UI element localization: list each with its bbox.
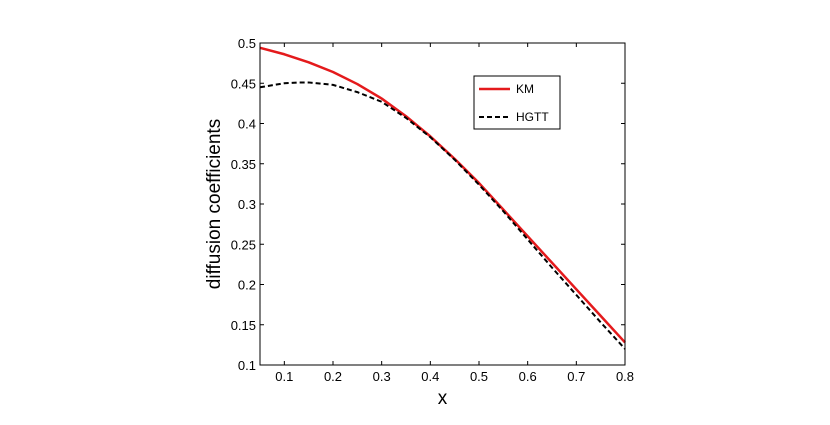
x-tick-label: 0.5 (470, 369, 488, 384)
y-tick-label: 0.4 (238, 117, 256, 132)
x-tick-label: 0.1 (275, 369, 293, 384)
y-tick-label: 0.35 (231, 157, 256, 172)
y-axis-title: diffusion coefficients (204, 119, 225, 289)
legend-label-hgtt: HGTT (516, 110, 549, 124)
x-tick-label: 0.2 (324, 369, 342, 384)
series-line-hgtt (259, 81, 626, 350)
x-ticks: 0.1 0.2 0.3 0.4 0.5 0.6 0.7 0.8 (275, 43, 634, 384)
y-ticks: 0.1 0.15 0.2 0.25 0.3 0.35 0.4 0.45 0.5 (231, 36, 625, 373)
x-tick-label: 0.7 (567, 369, 585, 384)
y-tick-label: 0.2 (238, 278, 256, 293)
legend-label-km: KM (516, 82, 534, 96)
y-tick-label: 0.3 (238, 197, 256, 212)
x-tick-label: 0.8 (616, 369, 634, 384)
y-tick-label: 0.15 (231, 318, 256, 333)
y-tick-label: 0.25 (231, 237, 256, 252)
x-tick-label: 0.6 (519, 369, 537, 384)
y-tick-label: 0.5 (238, 36, 256, 51)
x-axis-title: x (438, 388, 448, 409)
series-layer (259, 46, 626, 350)
y-tick-label: 0.1 (238, 358, 256, 373)
plot-area (260, 43, 625, 365)
legend: KM HGTT (473, 75, 561, 130)
x-tick-label: 0.4 (421, 369, 439, 384)
x-tick-label: 0.3 (373, 369, 391, 384)
legend-box (473, 75, 561, 130)
y-tick-label: 0.45 (231, 76, 256, 91)
